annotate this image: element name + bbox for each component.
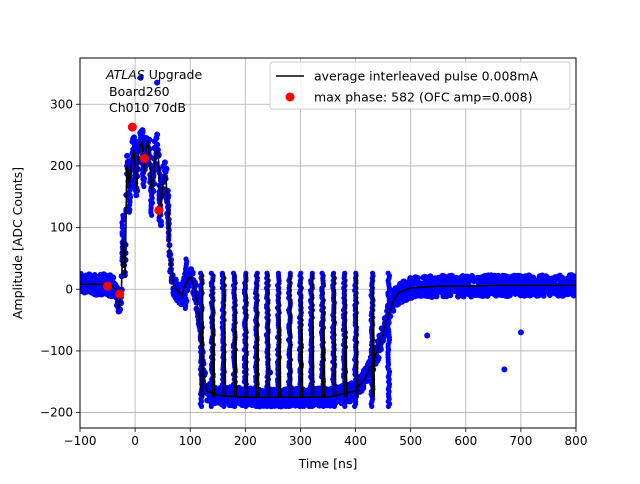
raw-sample-outlier: [137, 74, 144, 81]
annotation-upgrade: Upgrade: [145, 67, 203, 82]
legend-point-swatch: [285, 92, 295, 102]
raw-sample-point: [433, 291, 440, 297]
x-tick-label: 800: [565, 434, 588, 448]
x-tick-label: 0: [131, 434, 139, 448]
raw-sample-spike: [132, 138, 138, 144]
annotation-block: ATLAS Upgrade Board260 Ch010 70dB: [105, 67, 202, 115]
y-tick-label: −100: [40, 344, 73, 358]
legend: average interleaved pulse 0.008mA max ph…: [269, 61, 571, 110]
raw-sample-outlier: [154, 79, 161, 86]
max-phase-point: [139, 154, 149, 164]
y-tick-label: 0: [65, 282, 73, 296]
raw-sample-point: [172, 276, 179, 283]
x-tick-label: −100: [64, 434, 97, 448]
y-tick-label: 100: [50, 221, 73, 235]
raw-sample-spike: [141, 134, 147, 140]
average-pulse-layer: [80, 140, 576, 398]
raw-sample-spike: [331, 270, 337, 276]
raw-sample-point: [377, 346, 384, 353]
raw-sample-outlier: [501, 366, 508, 373]
raw-sample-point: [139, 129, 146, 136]
legend-box: [269, 61, 571, 110]
x-tick-label: 500: [399, 434, 422, 448]
raw-sample-point: [375, 354, 382, 361]
legend-label-max-phase: max phase: 582 (OFC amp=0.008): [314, 90, 532, 105]
ticks: −100 0 100 200 300 400 500 600 700 800 −200 −100 0 10…: [40, 97, 587, 448]
raw-sample-point: [161, 159, 168, 166]
y-tick-label: −200: [40, 406, 73, 420]
x-tick-label: 700: [509, 434, 532, 448]
raw-sample-point: [189, 269, 196, 276]
x-tick-label: 200: [234, 434, 257, 448]
raw-sample-point: [390, 307, 397, 314]
raw-sample-point: [124, 152, 131, 159]
raw-sample-spike: [183, 256, 189, 262]
x-tick-label: 600: [454, 434, 477, 448]
raw-sample-point: [571, 274, 576, 280]
raw-sample-spike: [342, 270, 348, 276]
max-phase-layer: [103, 122, 164, 299]
raw-sample-outlier: [424, 332, 431, 339]
x-tick-label: 100: [179, 434, 202, 448]
annotation-line-1: ATLAS Upgrade: [105, 67, 202, 82]
annotation-atlas: ATLAS: [105, 67, 145, 82]
raw-sample-point: [163, 165, 170, 172]
raw-sample-spike: [385, 270, 391, 276]
max-phase-point: [154, 205, 164, 215]
max-phase-point: [127, 122, 137, 132]
raw-sample-point: [154, 141, 161, 148]
x-axis-label: Time [ns]: [298, 456, 358, 471]
annotation-line-2: Board260: [109, 84, 170, 99]
raw-sample-point: [447, 292, 454, 299]
max-phase-point: [103, 281, 113, 291]
average-pulse-line: [80, 140, 576, 398]
legend-label-average-pulse: average interleaved pulse 0.008mA: [314, 69, 539, 84]
annotation-line-3: Ch010 70dB: [109, 100, 186, 115]
max-phase-point: [115, 289, 125, 299]
raw-sample-point: [154, 131, 161, 138]
raw-sample-spike: [353, 270, 359, 276]
raw-sample-point: [110, 274, 117, 281]
raw-sample-point: [414, 275, 421, 282]
raw-sample-spike: [120, 212, 126, 218]
y-axis-label: Amplitude [ADC Counts]: [10, 167, 25, 319]
x-tick-label: 300: [289, 434, 312, 448]
raw-sample-point: [571, 279, 576, 286]
axes-frame: [79, 57, 577, 429]
raw-sample-outlier: [517, 329, 524, 336]
raw-sample-point: [530, 275, 537, 282]
raw-sample-point: [572, 291, 576, 298]
y-tick-label: 200: [50, 159, 73, 173]
y-tick-label: 300: [50, 97, 73, 111]
x-tick-label: 400: [344, 434, 367, 448]
